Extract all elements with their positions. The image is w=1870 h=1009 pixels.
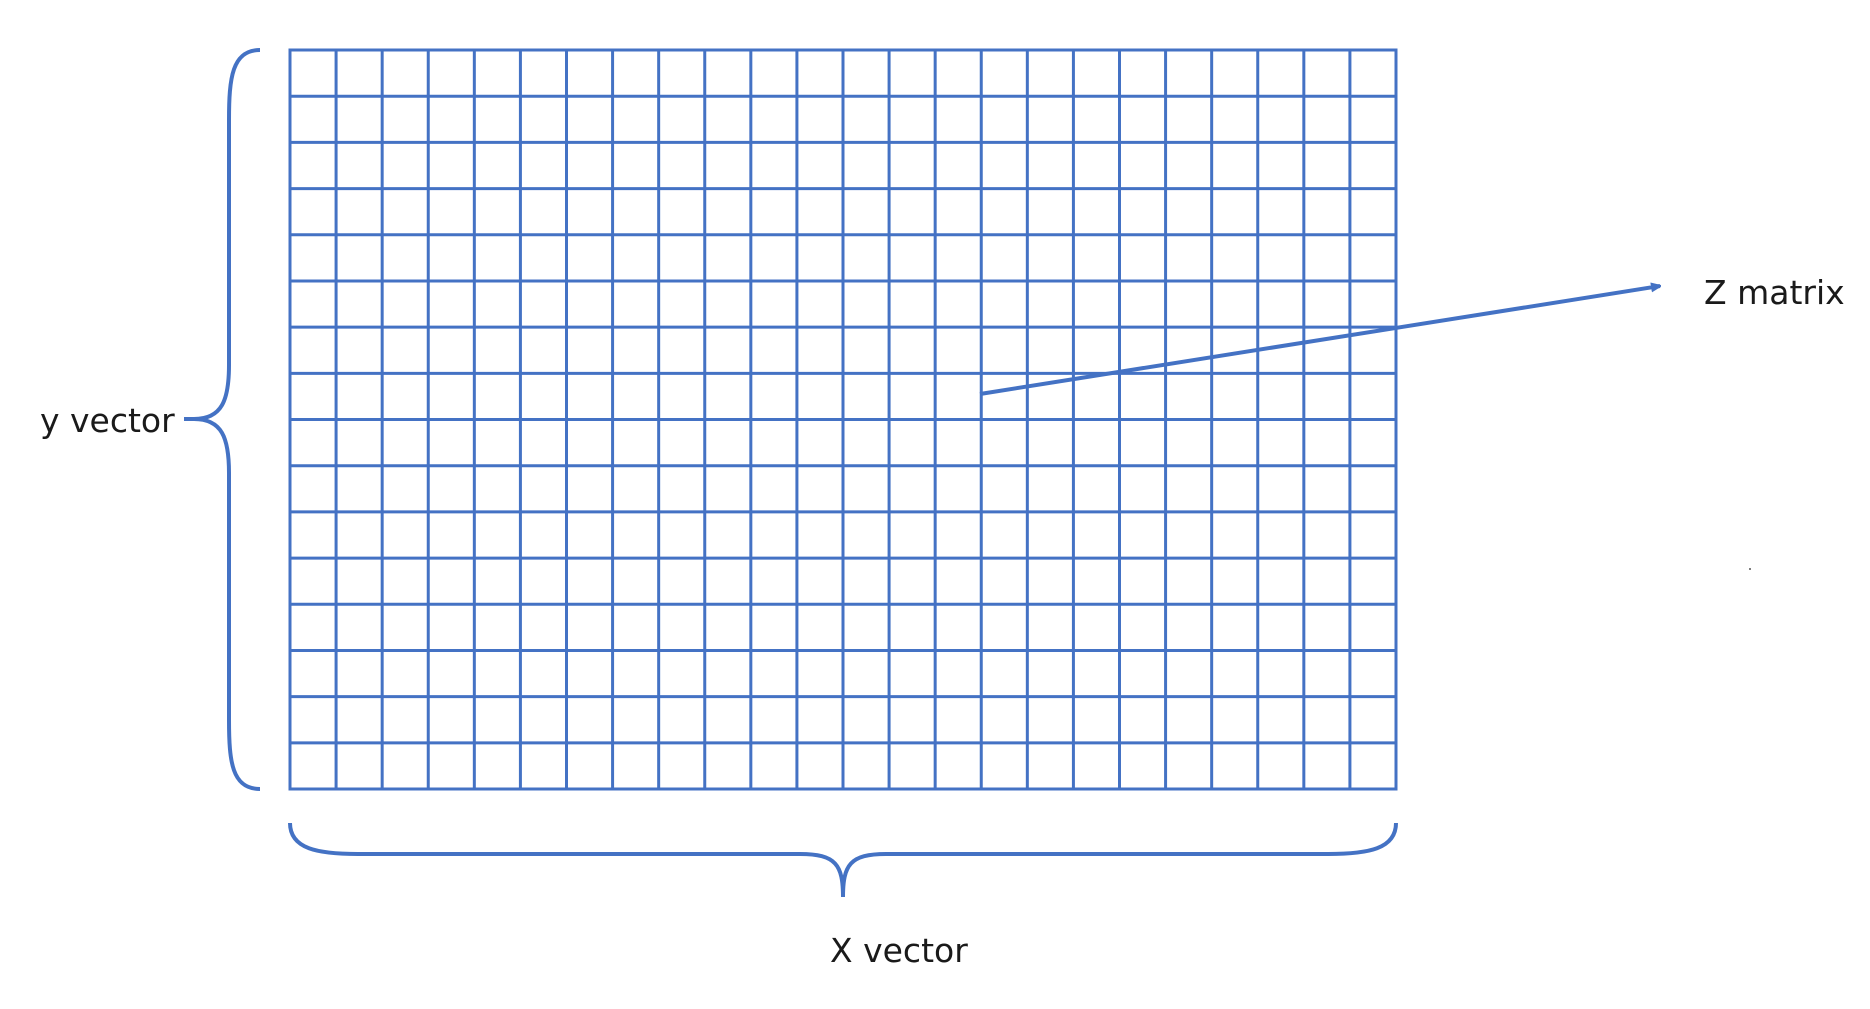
stray-dot	[1749, 568, 1751, 570]
y-vector-label: y vector	[40, 401, 175, 440]
x-vector-label: X vector	[830, 931, 968, 970]
y-vector-brace	[193, 48, 261, 791]
z-matrix-arrow	[979, 286, 1660, 396]
z-matrix-label: Z matrix	[1704, 273, 1845, 312]
z-matrix-grid	[288, 48, 1398, 791]
x-vector-brace	[288, 822, 1398, 898]
